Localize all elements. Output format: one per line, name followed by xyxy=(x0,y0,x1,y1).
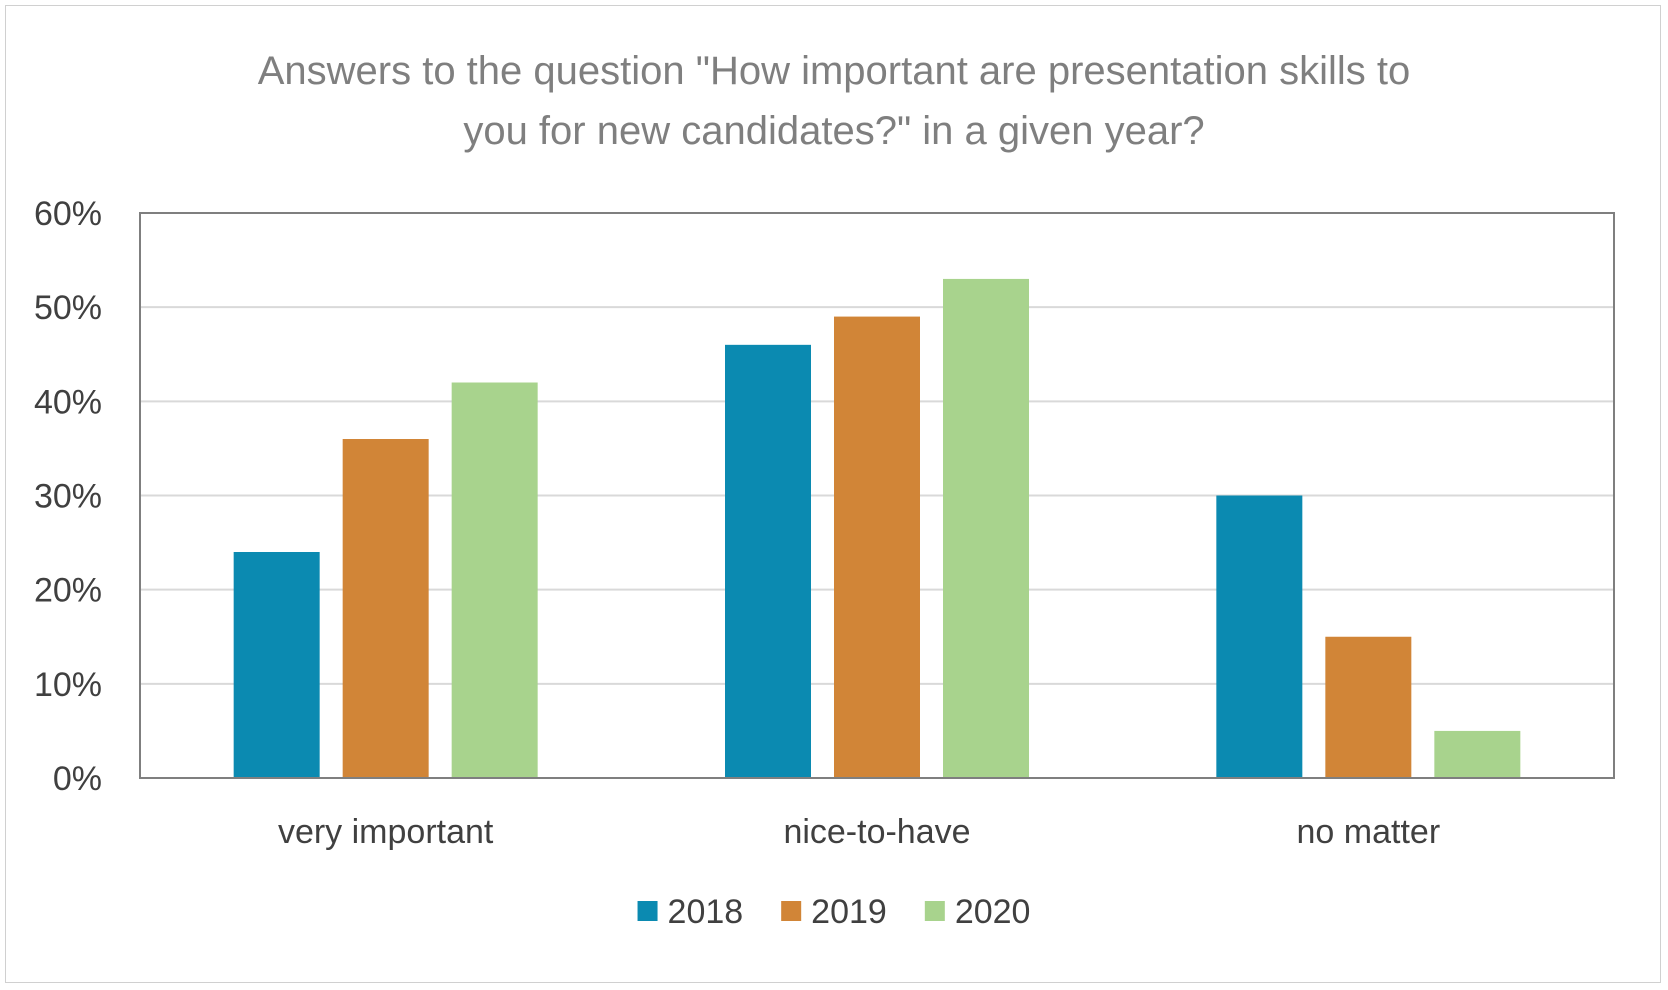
bar-2019 xyxy=(342,439,429,778)
bar-2020 xyxy=(451,382,538,778)
y-tick-label: 30% xyxy=(34,478,102,516)
bar-2019 xyxy=(1325,636,1412,778)
y-tick-label: 40% xyxy=(34,383,102,421)
legend-label-2018: 2018 xyxy=(668,893,744,931)
y-tick-label: 50% xyxy=(34,289,102,327)
bars xyxy=(233,278,1521,778)
legend-swatch-2019 xyxy=(781,901,802,921)
bar-2018 xyxy=(233,552,320,778)
x-category-label: very important xyxy=(278,813,494,851)
chart-frame xyxy=(5,5,1661,983)
chart-title-line-2: you for new candidates?" in a given year… xyxy=(463,109,1204,153)
y-tick-label: 20% xyxy=(34,572,102,610)
plot-area-border xyxy=(139,212,1615,779)
y-tick-label: 10% xyxy=(34,666,102,704)
x-axis-category-labels: very important nice-to-have no matter xyxy=(278,813,1440,851)
y-axis-tick-labels: 0% 10% 20% 30% 40% 50% 60% xyxy=(34,195,102,798)
y-tick-label: 60% xyxy=(34,195,102,233)
chart-title-line-1: Answers to the question "How important a… xyxy=(258,49,1411,93)
bar-2018 xyxy=(1216,495,1303,778)
bar-2020 xyxy=(1434,730,1521,778)
bar-2018 xyxy=(725,344,811,778)
legend-swatch-2020 xyxy=(924,901,945,921)
legend: 2018 2019 2020 xyxy=(637,893,1031,931)
x-category-label: nice-to-have xyxy=(783,813,970,851)
legend-label-2019: 2019 xyxy=(811,893,887,931)
bar-2020 xyxy=(943,278,1029,778)
legend-swatch-2018 xyxy=(637,901,658,921)
x-category-label: no matter xyxy=(1297,813,1441,851)
bar-2019 xyxy=(834,316,920,778)
y-tick-label: 0% xyxy=(53,760,102,798)
legend-label-2020: 2020 xyxy=(955,893,1031,931)
